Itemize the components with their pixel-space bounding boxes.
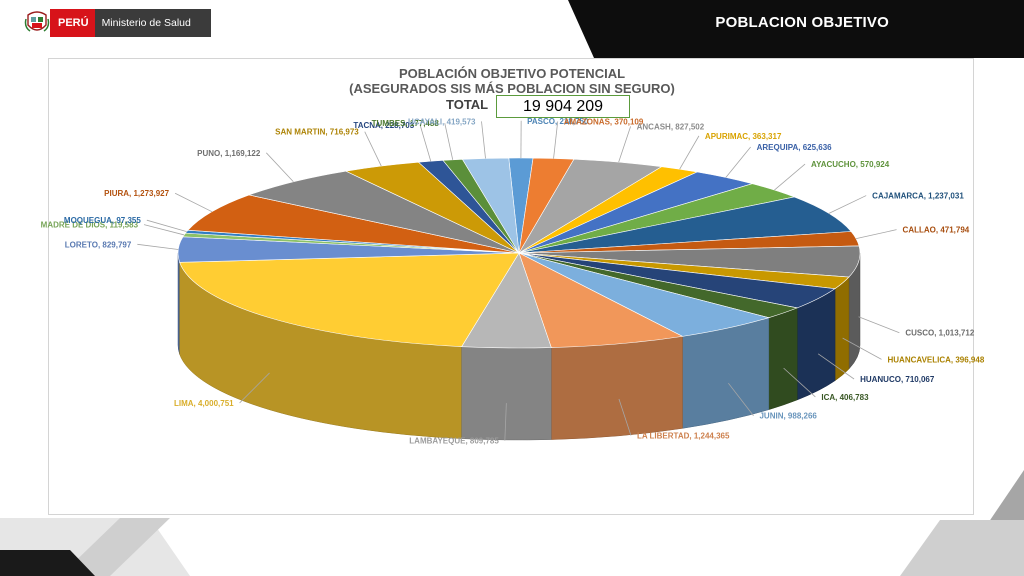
pie-slice-piura xyxy=(187,194,520,254)
leader-line-piura xyxy=(174,192,213,213)
data-label-lima: LIMA, 4,000,751 xyxy=(174,399,234,408)
ministry-label: Ministerio de Salud xyxy=(94,9,211,37)
data-label-amazonas: AMAZONAS, 370,109 xyxy=(564,117,644,126)
leader-line-huanuco xyxy=(817,353,855,380)
pie-slice-ucayali xyxy=(461,157,520,254)
data-label-cusco: CUSCO, 1,013,712 xyxy=(905,329,974,338)
leader-line-ancash xyxy=(618,126,632,163)
data-label-huancavelica: HUANCAVELICA, 396,948 xyxy=(888,355,985,364)
leader-line-arequipa xyxy=(725,146,751,178)
data-label-puno: PUNO, 1,169,122 xyxy=(197,149,261,158)
leader-line-cusco xyxy=(858,316,900,334)
decor-bottom-left xyxy=(0,518,190,576)
pie-side-ica xyxy=(768,307,798,411)
data-label-ucayali: UCAYALI, 419,573 xyxy=(408,117,476,126)
pie-side-lambayeque xyxy=(461,346,552,441)
leader-line-san-martin xyxy=(364,131,382,167)
leader-line-puno xyxy=(266,152,294,183)
data-label-loreto: LORETO, 829,797 xyxy=(65,240,132,249)
pie-slice-cajamarca xyxy=(518,196,852,254)
leader-line-lambayeque xyxy=(504,403,507,441)
pie-side-huancavelica xyxy=(834,276,850,382)
country-label: PERÚ xyxy=(50,9,95,37)
data-label-tumbes: TUMBES, 177,488 xyxy=(372,119,440,128)
data-label-lambayeque: LAMBAYEQUE, 809,785 xyxy=(409,437,499,446)
data-label-huanuco: HUANUCO, 710,067 xyxy=(860,375,935,384)
leader-line-madre-de-dios xyxy=(143,224,185,236)
data-label-san-martin: SAN MARTIN, 716,973 xyxy=(275,128,359,137)
total-label: TOTAL xyxy=(446,97,489,112)
leader-line-lima xyxy=(239,372,270,404)
data-label-arequipa: AREQUIPA, 625,636 xyxy=(757,143,833,152)
data-label-junin: JUNIN, 988,266 xyxy=(759,412,817,421)
leader-line-cajamarca xyxy=(828,195,867,214)
pie-slice-la-libertad xyxy=(518,252,684,348)
leader-line-tumbes xyxy=(444,123,454,160)
leader-line-ayacucho xyxy=(774,163,806,191)
leader-line-ica xyxy=(783,367,816,398)
leader-line-callao xyxy=(856,229,897,240)
ministry-logo: PERÚ Ministerio de Salud xyxy=(24,9,211,37)
data-label-moquegua: MOQUEGUA, 97,355 xyxy=(64,216,141,225)
pie-slice-lima xyxy=(179,252,520,347)
total-value: 19 904 209 xyxy=(496,95,630,118)
leader-line-amazonas xyxy=(553,121,559,159)
data-label-la-libertad: LA LIBERTAD, 1,244,365 xyxy=(637,432,730,441)
leader-line-moquegua xyxy=(146,219,187,233)
leader-line-tacna xyxy=(419,125,432,162)
data-label-madre-de-dios: MADRE DE DIOS, 119,583 xyxy=(41,221,139,230)
data-label-apurimac: APURIMAC, 363,317 xyxy=(705,132,782,141)
pie-slice-puno xyxy=(247,170,520,254)
chart-title: POBLACIÓN OBJETIVO POTENCIAL xyxy=(398,66,626,81)
leader-line-la-libertad xyxy=(618,398,632,436)
leader-line-huancavelica xyxy=(842,337,882,360)
data-label-ica: ICA, 406,783 xyxy=(821,393,869,402)
data-label-ancash: ANCASH, 827,502 xyxy=(637,122,705,131)
coat-of-arms-icon xyxy=(24,11,50,32)
data-label-tacna: TACNA, 228,703 xyxy=(353,121,414,130)
leader-line-loreto xyxy=(137,243,179,250)
chart-subtitle: (ASEGURADOS SIS MÁS POBLACION SIN SEGURO… xyxy=(349,81,675,96)
decor-bottom-right xyxy=(900,520,1024,576)
data-label-ayacucho: AYACUCHO, 570,924 xyxy=(811,160,890,169)
section-title: POBLACION OBJETIVO xyxy=(715,14,889,31)
data-label-pasco: PASCO, 218,750 xyxy=(527,117,589,126)
data-label-callao: CALLAO, 471,794 xyxy=(903,226,970,235)
leader-line-junin xyxy=(728,382,754,416)
leader-line-ucayali xyxy=(481,121,486,159)
data-label-piura: PIURA, 1,273,927 xyxy=(104,189,169,198)
leader-line-apurimac xyxy=(679,135,700,170)
pie-side-la-libertad xyxy=(551,336,683,440)
title-banner xyxy=(568,0,1024,58)
data-label-cajamarca: CAJAMARCA, 1,237,031 xyxy=(872,192,964,201)
